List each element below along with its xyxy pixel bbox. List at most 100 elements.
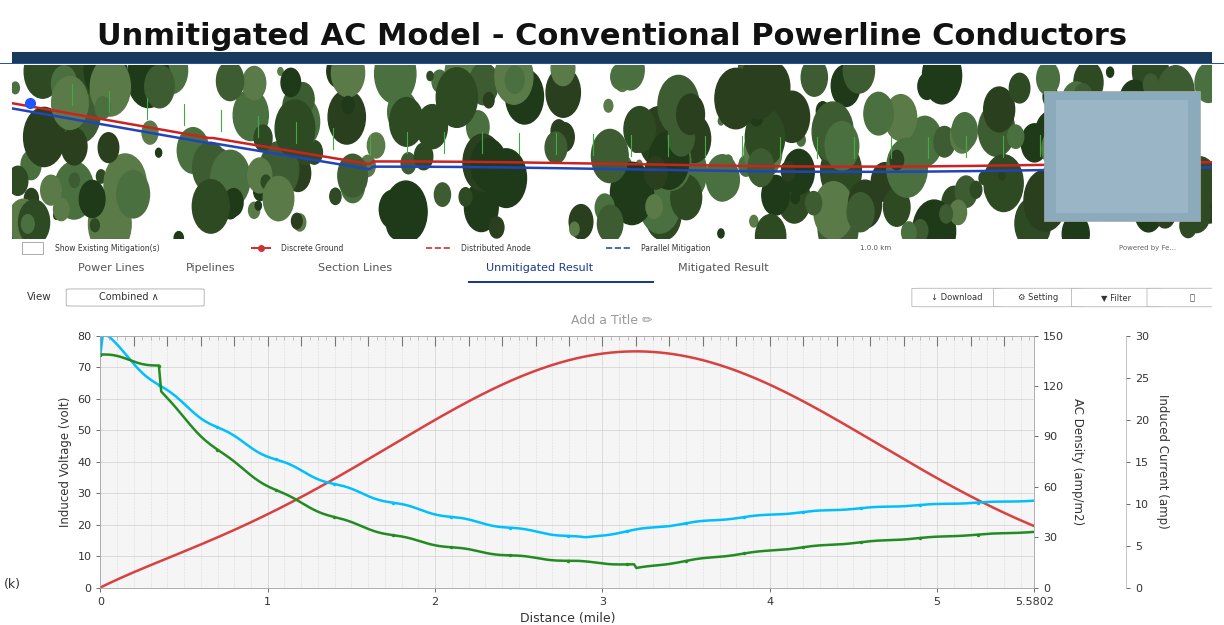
Circle shape — [1118, 154, 1127, 167]
Circle shape — [40, 175, 61, 205]
Circle shape — [490, 217, 504, 238]
Circle shape — [1195, 64, 1222, 102]
Circle shape — [247, 158, 272, 193]
Circle shape — [1182, 157, 1218, 209]
Circle shape — [797, 134, 805, 146]
Circle shape — [668, 118, 694, 156]
Circle shape — [459, 188, 471, 206]
Circle shape — [332, 49, 365, 97]
Circle shape — [886, 138, 928, 197]
Text: Combined ∧: Combined ∧ — [99, 292, 158, 302]
Circle shape — [978, 104, 1015, 156]
Circle shape — [816, 102, 829, 120]
Circle shape — [671, 175, 701, 219]
Text: Unmitigated AC Model - Conventional Powerline Conductors: Unmitigated AC Model - Conventional Powe… — [97, 22, 1127, 51]
Circle shape — [554, 122, 574, 152]
Circle shape — [61, 59, 75, 79]
Circle shape — [341, 169, 365, 202]
Circle shape — [818, 200, 858, 258]
Circle shape — [432, 70, 447, 92]
Circle shape — [984, 183, 994, 196]
Circle shape — [291, 213, 302, 229]
Circle shape — [239, 102, 255, 124]
Circle shape — [1135, 202, 1142, 212]
Circle shape — [1115, 118, 1146, 163]
Circle shape — [461, 100, 474, 119]
Text: ▼ Filter: ▼ Filter — [1102, 293, 1131, 302]
Text: ↓ Download: ↓ Download — [931, 293, 983, 302]
Text: Add a Title ✏: Add a Title ✏ — [572, 314, 652, 326]
Circle shape — [569, 204, 592, 239]
Circle shape — [116, 171, 149, 218]
Circle shape — [144, 65, 174, 108]
Circle shape — [415, 143, 433, 170]
Circle shape — [91, 219, 99, 232]
Circle shape — [611, 162, 654, 224]
Text: ⤢: ⤢ — [1190, 293, 1195, 302]
Circle shape — [639, 174, 681, 233]
Circle shape — [831, 65, 860, 107]
Circle shape — [70, 173, 80, 188]
Circle shape — [506, 66, 524, 93]
Circle shape — [1078, 112, 1104, 149]
Circle shape — [712, 161, 739, 199]
Text: Section Lines: Section Lines — [318, 263, 392, 273]
Circle shape — [91, 58, 131, 116]
Circle shape — [88, 193, 131, 255]
Circle shape — [446, 50, 477, 98]
Text: 1.0.0 km: 1.0.0 km — [860, 245, 891, 251]
Circle shape — [1021, 124, 1048, 162]
Bar — [22, 242, 43, 254]
Circle shape — [291, 82, 315, 116]
Circle shape — [624, 107, 656, 152]
FancyBboxPatch shape — [1147, 288, 1224, 307]
Circle shape — [738, 59, 778, 119]
FancyBboxPatch shape — [1071, 288, 1162, 307]
Circle shape — [62, 125, 73, 141]
Circle shape — [464, 182, 498, 231]
Circle shape — [841, 191, 853, 208]
Circle shape — [595, 194, 614, 221]
Circle shape — [97, 170, 105, 183]
Circle shape — [814, 182, 853, 239]
Circle shape — [551, 120, 567, 142]
Circle shape — [222, 195, 239, 219]
Circle shape — [1180, 214, 1196, 238]
Circle shape — [848, 180, 881, 228]
Circle shape — [1036, 111, 1067, 158]
Circle shape — [750, 216, 758, 227]
X-axis label: Distance (mile): Distance (mile) — [519, 612, 616, 625]
Circle shape — [361, 155, 376, 176]
Circle shape — [611, 64, 628, 89]
Text: Discrete Ground: Discrete Ground — [282, 244, 343, 252]
Circle shape — [24, 189, 38, 209]
Circle shape — [1043, 86, 1058, 108]
Circle shape — [652, 134, 690, 190]
Circle shape — [275, 100, 315, 158]
Circle shape — [217, 61, 244, 101]
Circle shape — [979, 172, 988, 184]
Circle shape — [417, 104, 448, 149]
Circle shape — [211, 149, 230, 178]
Circle shape — [283, 89, 308, 125]
Circle shape — [54, 212, 59, 219]
Circle shape — [754, 61, 789, 113]
Circle shape — [1062, 214, 1089, 254]
Circle shape — [388, 91, 417, 133]
Circle shape — [739, 156, 753, 176]
Circle shape — [1042, 129, 1070, 169]
Circle shape — [551, 51, 575, 86]
Circle shape — [1093, 176, 1121, 215]
Circle shape — [618, 157, 632, 176]
Text: Pipelines: Pipelines — [186, 263, 236, 273]
Circle shape — [155, 148, 162, 157]
Circle shape — [127, 46, 169, 108]
Circle shape — [884, 188, 909, 226]
Circle shape — [756, 176, 764, 186]
Circle shape — [783, 149, 814, 194]
Circle shape — [389, 98, 424, 146]
Bar — [0, 62, 1224, 64]
FancyBboxPatch shape — [912, 288, 1001, 307]
Circle shape — [617, 49, 644, 90]
Circle shape — [908, 116, 942, 166]
